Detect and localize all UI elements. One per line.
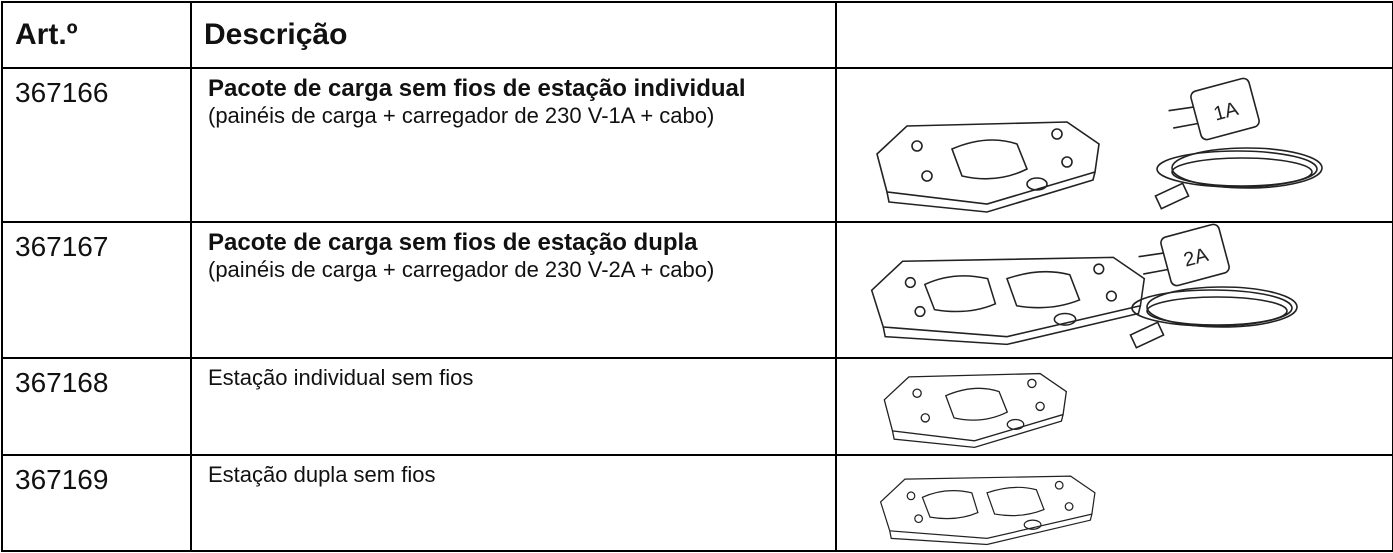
details: (painéis de carga + carregador de 230 V-… <box>208 257 715 282</box>
description: Estação dupla sem fios <box>190 454 837 552</box>
article: 367166 <box>1 67 192 223</box>
title: Pacote de carga sem fios de estação indi… <box>208 75 746 102</box>
description: Pacote de carga sem fios de estação dupl… <box>190 221 837 359</box>
header-row: Art.º Descrição <box>1 1 1393 69</box>
header-cell <box>835 1 1393 69</box>
details: Estação individual sem fios <box>208 365 474 390</box>
image-cell <box>835 454 1393 552</box>
product-image <box>879 475 1096 546</box>
product-image: 1A <box>876 77 1323 213</box>
row: 367166 Pacote de carga sem fios de estaç… <box>1 67 1393 223</box>
charger-label: 1A <box>1211 98 1241 126</box>
product-image <box>883 372 1068 449</box>
image-cell: 1A <box>835 67 1393 223</box>
article: 367167 <box>1 221 192 359</box>
description: Pacote de carga sem fios de estação indi… <box>190 67 837 223</box>
header-cell: Descrição <box>190 1 837 69</box>
article: 367168 <box>1 357 192 456</box>
image-cell: 2A <box>835 221 1393 359</box>
description: Estação individual sem fios <box>190 357 837 456</box>
article: 367169 <box>1 454 192 552</box>
title: Pacote de carga sem fios de estação dupl… <box>208 229 698 256</box>
product-image: 2A <box>870 223 1298 349</box>
details: Estação dupla sem fios <box>208 462 436 487</box>
header-cell: Art.º <box>1 1 192 69</box>
row: 367167 Pacote de carga sem fios de estaç… <box>1 221 1393 359</box>
image-cell <box>835 357 1393 456</box>
row: 367168 Estação individual sem fios <box>1 357 1393 456</box>
details: (painéis de carga + carregador de 230 V-… <box>208 103 715 128</box>
row: 367169 Estação dupla sem fios <box>1 454 1393 552</box>
charger-label: 2A <box>1181 244 1211 272</box>
